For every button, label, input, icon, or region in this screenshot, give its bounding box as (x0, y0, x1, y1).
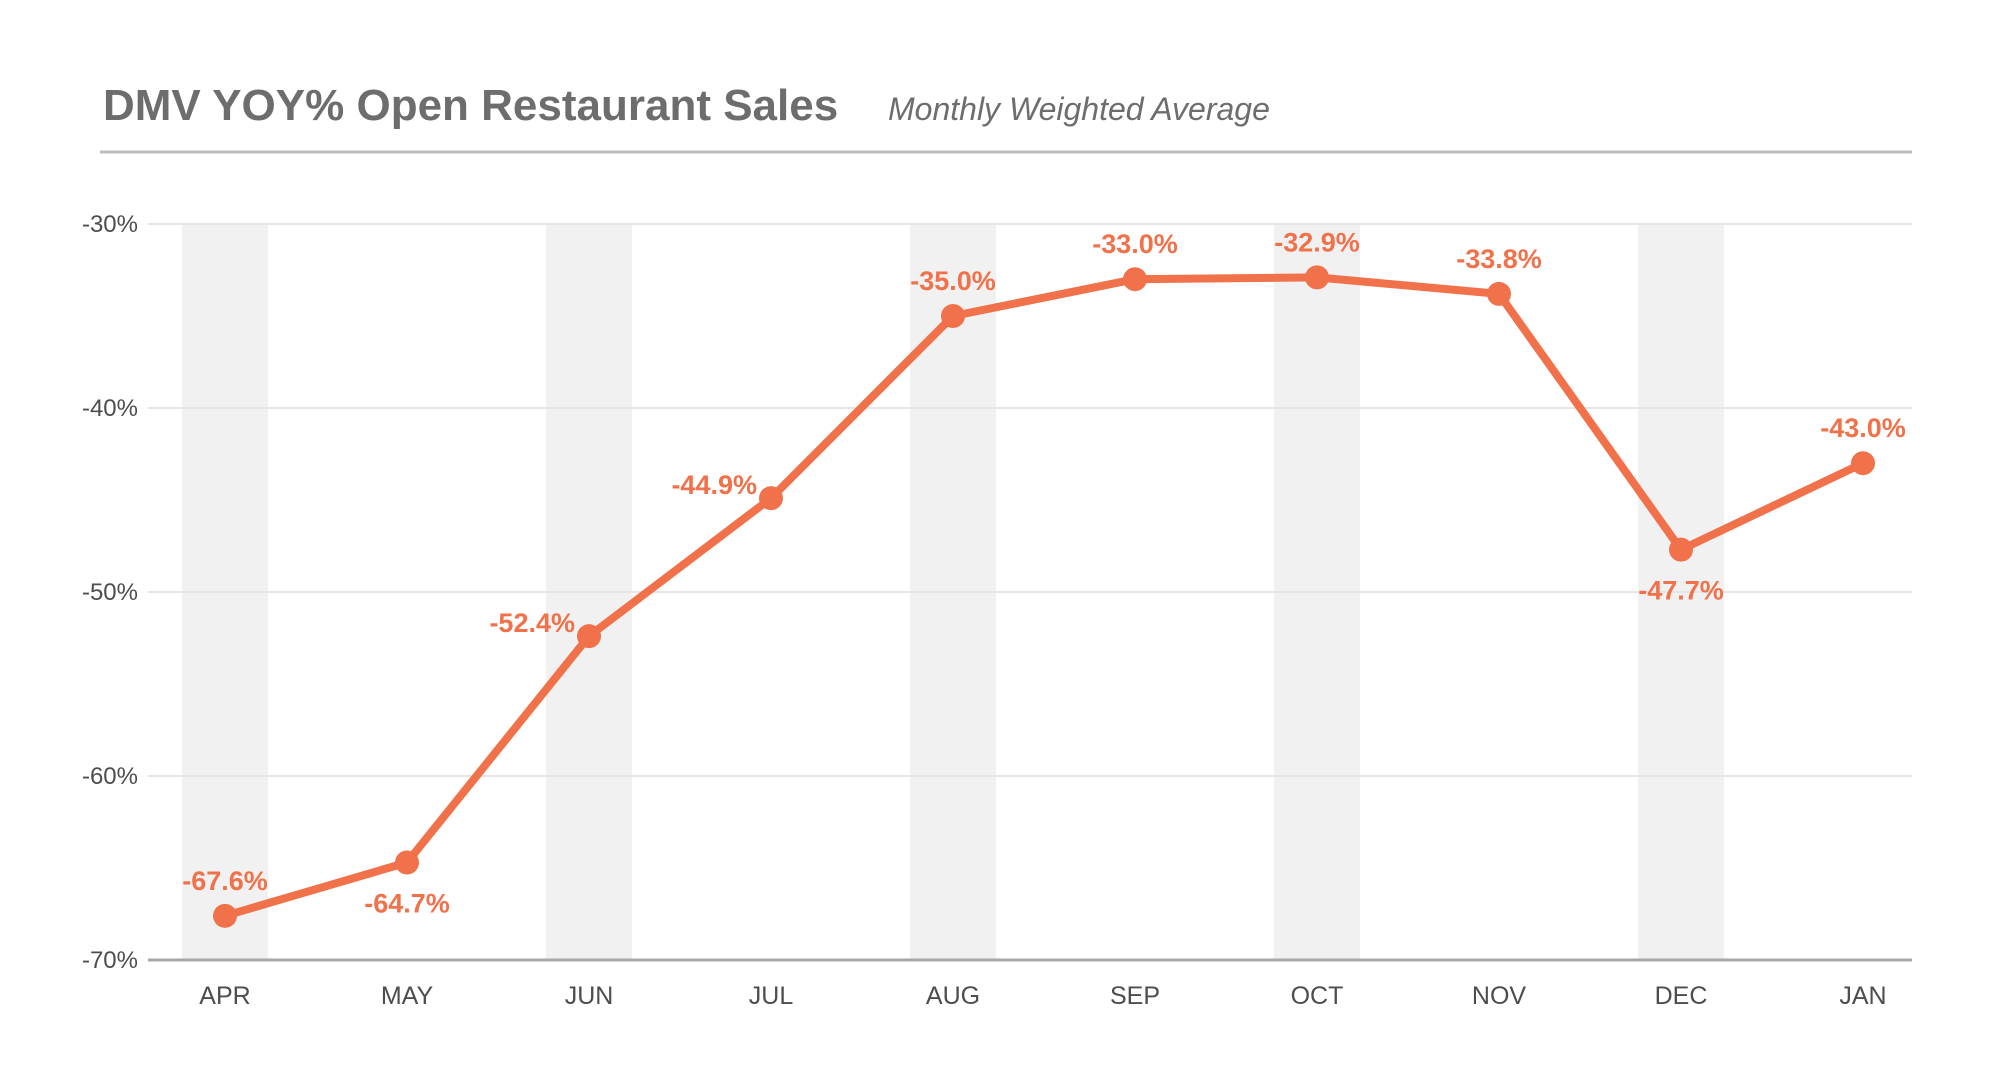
y-tick-label: -60% (82, 763, 138, 790)
y-tick-label: -30% (82, 211, 138, 238)
data-point (577, 624, 601, 649)
data-label: -35.0% (910, 266, 996, 296)
y-tick-label: -40% (82, 395, 138, 422)
data-point (1669, 537, 1693, 562)
data-point (941, 304, 965, 328)
series-line (221, 273, 1867, 920)
gridlines (148, 223, 1912, 777)
data-label: -32.9% (1274, 227, 1360, 257)
data-label: -52.4% (489, 608, 575, 638)
chart-subtitle: Monthly Weighted Average (888, 91, 1270, 127)
data-label: -47.7% (1638, 576, 1724, 606)
data-point (1487, 281, 1511, 306)
data-point (395, 850, 419, 875)
x-tick-label: SEP (1110, 982, 1160, 1010)
data-label: -33.8% (1456, 244, 1542, 274)
data-label: -67.6% (182, 866, 268, 896)
x-tick-label: APR (199, 982, 250, 1010)
data-label: -43.0% (1820, 413, 1906, 443)
x-tick-label: JUN (565, 982, 614, 1010)
y-tick-label: -50% (82, 579, 138, 606)
y-axis-ticks: -30% -40% -50% -60% -70% (82, 211, 138, 974)
data-series (213, 265, 1875, 928)
chart-title: DMV YOY% Open Restaurant Sales (103, 81, 838, 130)
data-point (213, 903, 237, 928)
data-label: -33.0% (1092, 229, 1178, 259)
x-axis-ticks: APR MAY JUN JUL AUG SEP OCT NOV DEC JAN (199, 982, 1886, 1010)
x-tick-label: NOV (1472, 982, 1527, 1010)
x-tick-label: JUL (749, 982, 794, 1010)
y-tick-label: -70% (82, 947, 138, 974)
data-point (1851, 451, 1875, 476)
x-tick-label: AUG (926, 982, 980, 1010)
x-tick-label: MAY (381, 982, 434, 1010)
data-label: -44.9% (671, 470, 757, 500)
x-tick-label: DEC (1655, 982, 1708, 1010)
x-tick-label: OCT (1291, 982, 1344, 1010)
x-tick-label: JAN (1839, 982, 1886, 1010)
data-point (1123, 267, 1147, 292)
data-label: -64.7% (364, 888, 450, 918)
data-point (1305, 265, 1329, 290)
data-point (759, 486, 783, 511)
data-labels: -67.6% -64.7% -52.4% -44.9% -35.0% -33.0% -32.… (182, 227, 1906, 918)
